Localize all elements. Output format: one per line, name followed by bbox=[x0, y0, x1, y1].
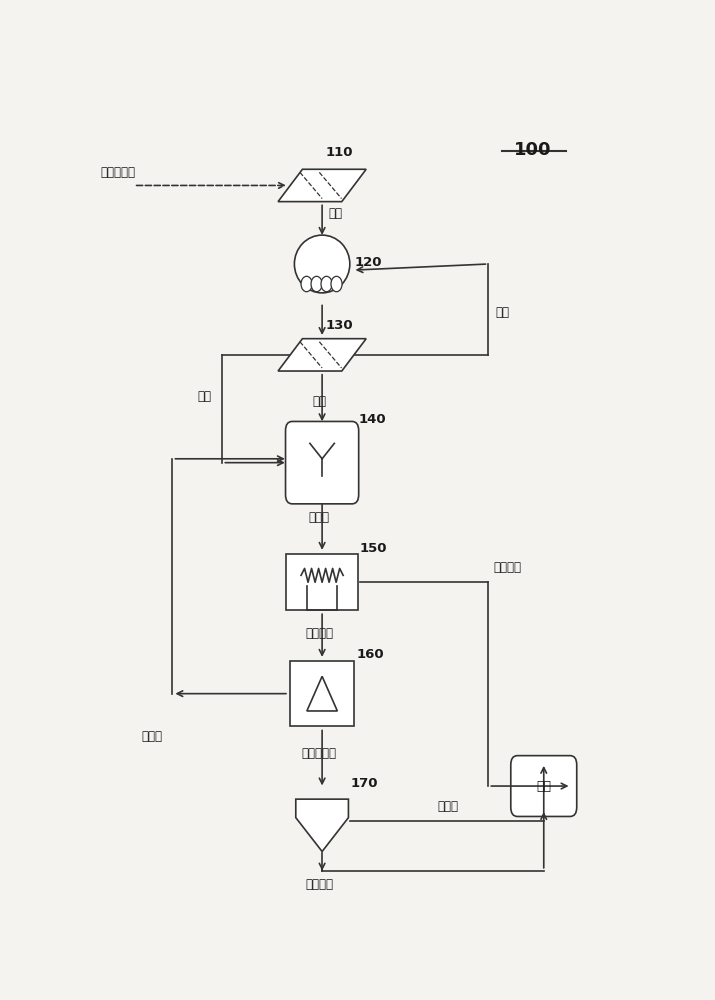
Text: 110: 110 bbox=[326, 146, 353, 159]
Circle shape bbox=[321, 276, 332, 292]
Text: 结束: 结束 bbox=[536, 780, 551, 793]
Polygon shape bbox=[278, 339, 366, 371]
Text: 黑色金属: 黑色金属 bbox=[494, 561, 522, 574]
Circle shape bbox=[301, 276, 312, 292]
Bar bbox=[290, 661, 354, 726]
Text: 有色金属: 有色金属 bbox=[305, 627, 333, 640]
Circle shape bbox=[331, 276, 342, 292]
Ellipse shape bbox=[295, 235, 350, 293]
Text: 160: 160 bbox=[357, 648, 384, 661]
Text: 底料: 底料 bbox=[312, 395, 326, 408]
FancyBboxPatch shape bbox=[285, 421, 359, 504]
Text: 筛渣: 筛渣 bbox=[329, 207, 342, 220]
Text: 140: 140 bbox=[358, 413, 386, 426]
Polygon shape bbox=[278, 169, 366, 202]
Text: 筛渣: 筛渣 bbox=[495, 306, 509, 319]
Text: 金属富集体: 金属富集体 bbox=[302, 747, 337, 760]
Polygon shape bbox=[307, 676, 337, 711]
Text: 120: 120 bbox=[354, 256, 382, 269]
Text: 轻级分: 轻级分 bbox=[142, 730, 162, 742]
Circle shape bbox=[311, 276, 322, 292]
Text: 轻级分: 轻级分 bbox=[309, 511, 330, 524]
Text: 170: 170 bbox=[351, 777, 378, 790]
Text: 焚烧炉灰烬: 焚烧炉灰烬 bbox=[100, 166, 135, 179]
Text: 100: 100 bbox=[514, 141, 551, 159]
FancyBboxPatch shape bbox=[511, 756, 577, 816]
Text: 贵金属: 贵金属 bbox=[438, 800, 458, 813]
Text: 其它金属: 其它金属 bbox=[305, 878, 333, 891]
Text: 130: 130 bbox=[326, 319, 354, 332]
Text: 150: 150 bbox=[360, 542, 388, 555]
Polygon shape bbox=[296, 799, 348, 852]
Text: 底料: 底料 bbox=[197, 390, 212, 403]
Bar bbox=[286, 554, 358, 610]
